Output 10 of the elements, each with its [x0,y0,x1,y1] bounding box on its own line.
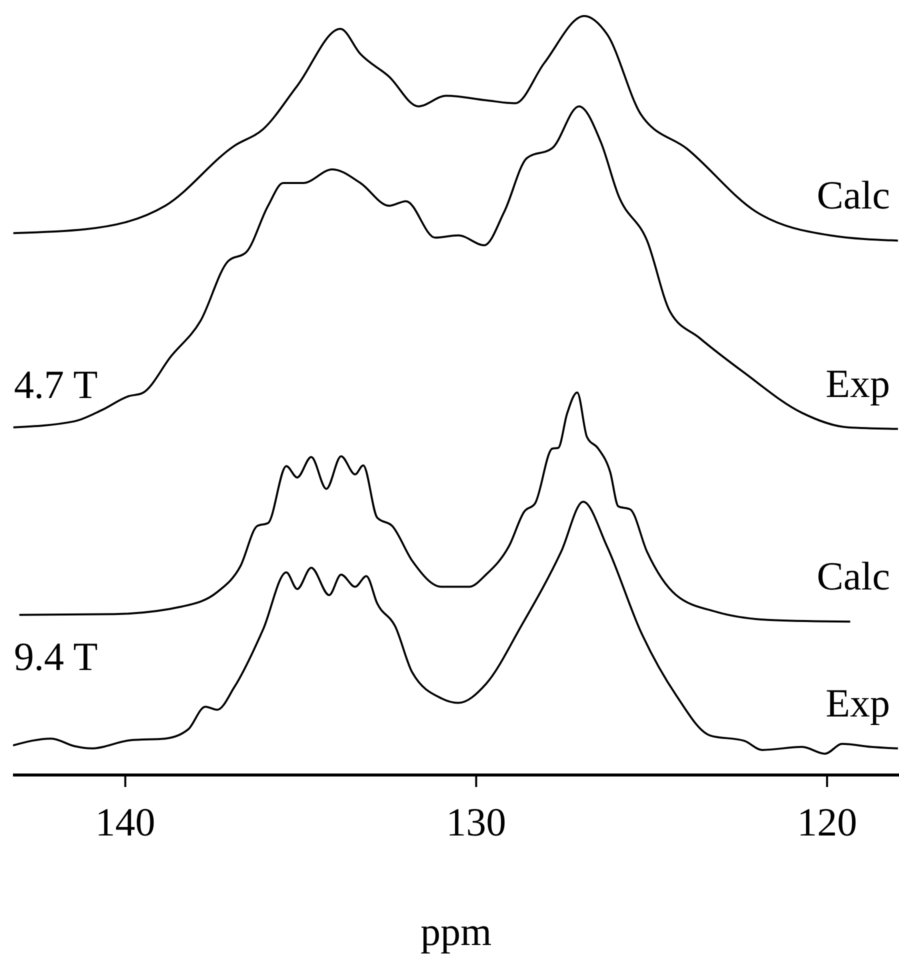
annotation: 4.7 T [14,362,98,408]
x-tick-label: 120 [797,799,858,844]
series-label: Exp [826,360,890,406]
x-tick-label: 140 [95,799,156,844]
annotation: 9.4 T [14,634,98,680]
series-label: Calc [816,554,890,599]
x-axis-title: ppm [420,909,492,954]
series-label: Exp [826,680,890,726]
series-label: Calc [816,172,890,218]
x-tick-label: 130 [446,799,506,844]
